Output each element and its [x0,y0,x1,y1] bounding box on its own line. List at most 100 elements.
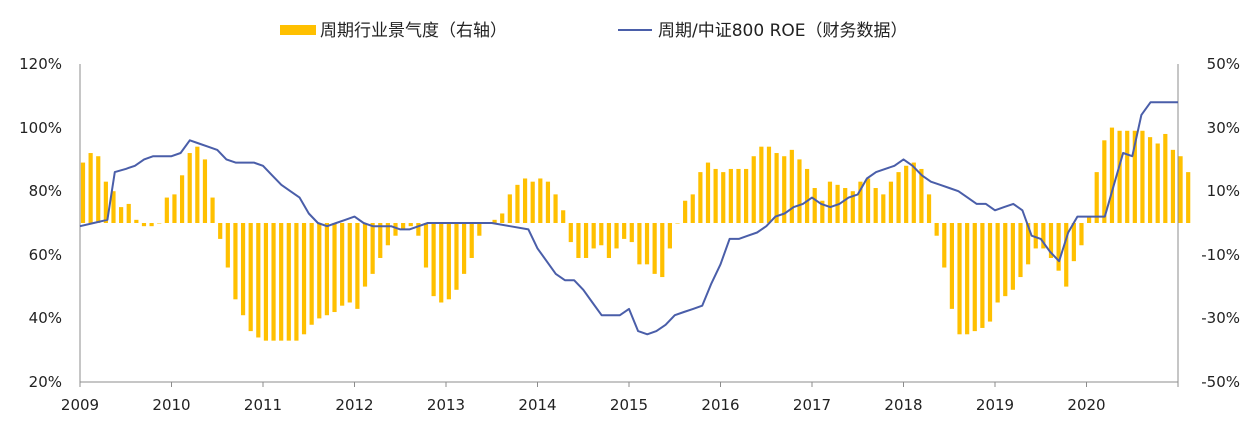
bar [172,194,177,223]
bar [240,223,246,316]
bar [522,178,528,223]
left-axis-ticks: 20% 40% 60% 80% 100% 120% [19,55,62,391]
bar [225,223,230,268]
right-tick-label: 10% [1207,182,1240,200]
bar [1010,223,1015,290]
bar [1178,156,1183,223]
bar [446,223,451,300]
bar [317,223,322,319]
bar [789,149,794,223]
x-axis-labels: 2009 2010 2011 2012 2013 2014 2015 2016 … [61,396,1106,414]
bar [926,194,932,223]
bar [744,168,749,223]
bar [164,197,169,223]
bar [88,153,93,223]
bar [385,223,390,246]
legend-bar-swatch [280,25,316,35]
bar [538,178,543,223]
x-tick-label: 2011 [244,396,282,414]
bar [1117,130,1122,223]
bar [141,223,147,227]
bar [698,172,703,223]
bar [1018,223,1023,278]
bar [614,223,619,249]
bar [301,223,307,335]
bar [995,223,1000,303]
bar [957,223,962,335]
bar [500,213,505,223]
bar [1033,223,1038,249]
bar [865,178,871,223]
right-tick-label: -50% [1201,373,1240,391]
bar [942,223,947,268]
bar [134,219,139,223]
bar [576,223,581,258]
x-tick-label: 2020 [1067,396,1105,414]
bar [545,181,551,223]
bar [1147,137,1153,223]
bar [179,175,185,223]
bar [202,159,208,223]
bar [583,223,589,258]
bar [477,223,482,236]
bar [1003,223,1008,297]
line-series [79,101,1178,336]
bar [111,191,116,223]
bar [782,156,787,223]
bar [987,223,993,322]
bar [622,223,627,239]
bar [736,168,741,223]
bar [1041,223,1046,249]
bar [949,223,954,309]
bar [1026,223,1031,265]
bar [1155,143,1160,223]
bar [1056,223,1061,271]
bar [1079,223,1084,246]
bar [1071,223,1076,262]
bar [1048,223,1054,258]
x-tick-label: 2012 [335,396,373,414]
bar [431,223,436,297]
right-tick-label: 30% [1207,119,1240,137]
bar [218,223,223,239]
bar [850,191,855,223]
bar [629,223,634,243]
bar [965,223,970,335]
bar [599,223,604,246]
bar [157,223,162,224]
bar [103,181,108,223]
bar [80,162,86,223]
bar [378,223,383,258]
bar [774,153,779,223]
bar [515,184,520,223]
bar [126,203,131,223]
right-tick-label: -30% [1201,309,1240,327]
right-axis-ticks: -50% -30% -10% 10% 30% 50% [1201,55,1240,391]
bar [1125,130,1130,223]
bar [820,200,825,223]
bar [1163,133,1168,223]
bar [233,223,238,300]
left-tick-label: 120% [19,55,62,73]
bar [652,223,657,274]
bar [660,223,665,278]
bar [370,223,375,274]
bar [492,219,497,223]
bar [553,194,558,223]
roe-line [79,101,1178,336]
bar [530,181,535,223]
bar [195,146,200,223]
bar [705,162,711,223]
right-tick-label: -10% [1201,246,1240,264]
legend-line-label: 周期/中证800 ROE（财务数据） [658,21,908,41]
left-tick-label: 80% [29,182,62,200]
bar [637,223,642,265]
bar [332,223,337,313]
bar [362,223,368,287]
bar [751,156,756,223]
bar [119,207,124,223]
bar [675,223,680,224]
bar [568,223,573,243]
bar [690,194,695,223]
